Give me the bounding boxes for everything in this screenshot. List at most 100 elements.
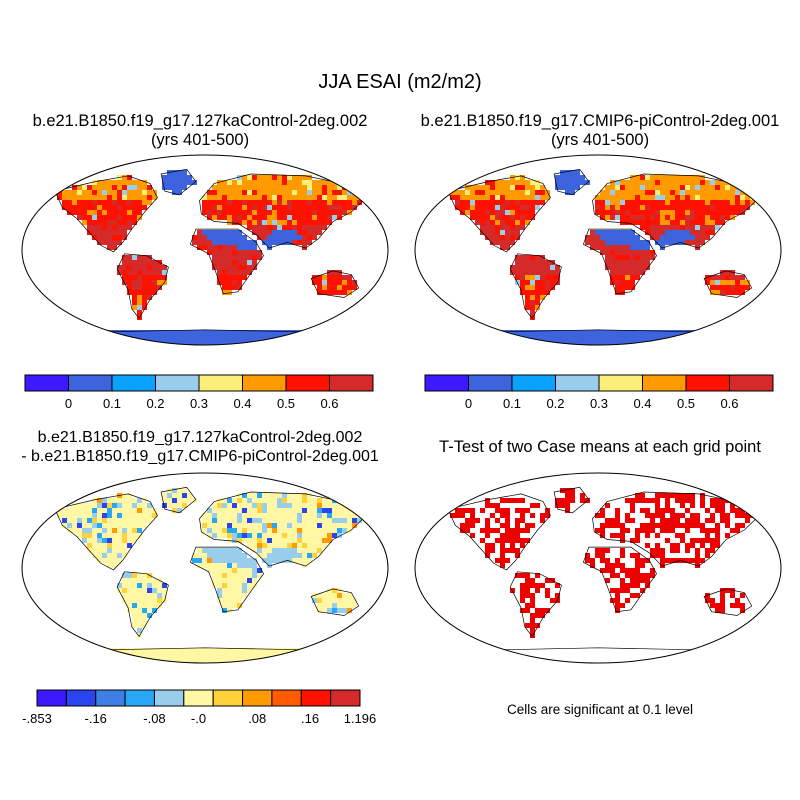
grid-cell <box>347 335 352 340</box>
grid-cell <box>212 235 217 240</box>
grid-cell <box>127 190 132 195</box>
grid-cell <box>77 648 82 653</box>
grid-cell <box>470 523 475 528</box>
grid-cell <box>302 215 307 220</box>
grid-cell <box>272 225 277 230</box>
grid-cell <box>510 190 515 195</box>
grid-cell <box>500 498 505 503</box>
grid-cell <box>232 593 237 598</box>
grid-cell <box>660 220 665 225</box>
grid-cell <box>605 195 610 200</box>
grid-cell <box>510 588 515 593</box>
grid-cell <box>247 588 252 593</box>
grid-cell <box>247 498 252 503</box>
colorbar3-box-0 <box>36 689 67 707</box>
grid-cell <box>137 628 142 633</box>
grid-cell <box>515 210 520 215</box>
grid-cell <box>660 513 665 518</box>
grid-cell <box>202 235 207 240</box>
grid-cell <box>322 528 327 533</box>
grid-cell <box>172 493 177 498</box>
grid-cell <box>102 648 107 653</box>
grid-cell <box>695 190 700 195</box>
grid-cell <box>207 568 212 573</box>
grid-cell <box>292 185 297 190</box>
grid-cell <box>242 593 247 598</box>
grid-cell <box>52 335 57 340</box>
grid-cell <box>625 255 630 260</box>
grid-cell <box>725 518 730 523</box>
grid-cell <box>282 518 287 523</box>
grid-cell <box>590 335 595 340</box>
grid-cell <box>132 503 137 508</box>
grid-cell <box>142 290 147 295</box>
grid-cell <box>157 593 162 598</box>
grid-cell <box>655 185 660 190</box>
grid-cell <box>515 553 520 558</box>
grid-cell <box>630 553 635 558</box>
grid-cell <box>610 240 615 245</box>
grid-cell <box>605 578 610 583</box>
grid-cell <box>505 200 510 205</box>
coastline-namerica <box>447 175 551 253</box>
grid-cell <box>332 185 337 190</box>
grid-cell <box>735 275 740 280</box>
grid-cell <box>302 185 307 190</box>
coastline-australia <box>703 270 753 298</box>
grid-cell <box>750 325 755 330</box>
grid-cell <box>725 185 730 190</box>
grid-cell <box>695 220 700 225</box>
grid-cell <box>480 528 485 533</box>
grid-cell <box>232 538 237 543</box>
grid-cell <box>307 180 312 185</box>
grid-cell <box>257 220 262 225</box>
grid-cell <box>242 180 247 185</box>
grid-cell <box>152 280 157 285</box>
grid-cell <box>82 513 87 518</box>
grid-cell <box>660 200 665 205</box>
grid-cell <box>282 648 287 653</box>
grid-cell <box>565 498 570 503</box>
grid-cell <box>710 280 715 285</box>
grid-cell <box>520 220 525 225</box>
grid-cell <box>465 523 470 528</box>
grid-cell <box>347 518 352 523</box>
grid-cell <box>725 210 730 215</box>
grid-cell <box>227 523 232 528</box>
grid-cell <box>610 335 615 340</box>
grid-cell <box>515 498 520 503</box>
grid-cell <box>590 245 595 250</box>
grid-cell <box>460 195 465 200</box>
grid-cell <box>137 340 142 345</box>
grid-cell <box>252 493 257 498</box>
grid-cell <box>690 335 695 340</box>
colorbar3-box-9 <box>300 689 332 707</box>
grid-cell <box>122 543 127 548</box>
grid-cell <box>640 523 645 528</box>
colorbar-panel3: -.853 -.16 -.08 -.0.08.16 1.196 <box>22 689 376 726</box>
grid-cell <box>710 498 715 503</box>
grid-cell <box>242 220 247 225</box>
grid-cell <box>435 340 440 345</box>
grid-cell <box>257 503 262 508</box>
grid-cell <box>650 180 655 185</box>
grid-cell <box>670 518 675 523</box>
grid-cell <box>695 335 700 340</box>
grid-cell <box>730 508 735 513</box>
grid-cell <box>232 523 237 528</box>
grid-cell <box>267 503 272 508</box>
grid-cell <box>297 523 302 528</box>
grid-cell <box>252 265 257 270</box>
colorbar2-box-4 <box>598 374 643 392</box>
grid-cell <box>765 330 770 335</box>
grid-cell <box>132 498 137 503</box>
grid-cell <box>212 260 217 265</box>
grid-cell <box>162 270 167 275</box>
grid-cell <box>257 533 262 538</box>
grid-cell <box>630 200 635 205</box>
grid-cell <box>242 518 247 523</box>
grid-cell <box>530 603 535 608</box>
grid-cell <box>97 533 102 538</box>
grid-cell <box>137 200 142 205</box>
grid-cell <box>545 335 550 340</box>
